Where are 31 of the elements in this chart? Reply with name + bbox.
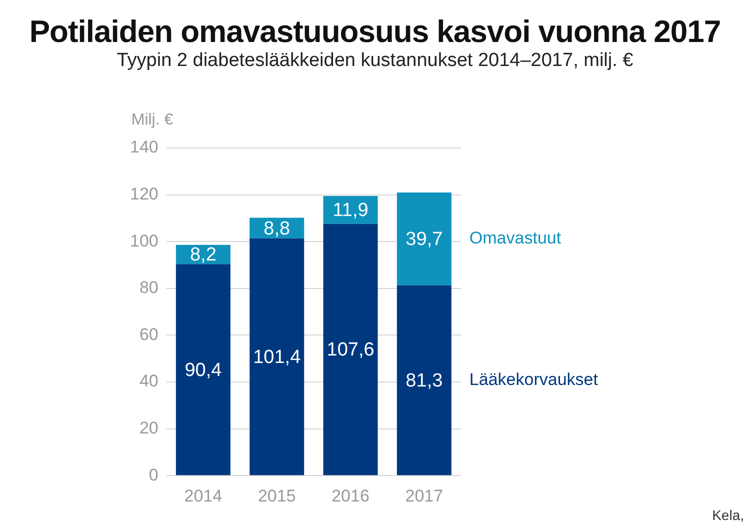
bar: [250, 238, 304, 476]
data-label: 8,2: [190, 244, 216, 266]
y-tick-label: 140: [130, 138, 158, 157]
bar: [323, 224, 378, 476]
series-label: Lääkekorvaukset: [469, 370, 598, 389]
y-tick-label: 0: [148, 465, 158, 484]
y-tick-label: 100: [130, 231, 158, 250]
data-label: 8,8: [264, 218, 290, 240]
data-label: 81,3: [406, 370, 443, 392]
y-tick-label: 80: [139, 278, 158, 298]
x-tick-label: 2014: [184, 486, 222, 506]
series-label: Omavastuut: [469, 228, 562, 248]
chart-subtitle: Tyypin 2 diabeteslääkkeiden kustannukset 2014–2017, milj. €: [116, 50, 634, 73]
y-tick-label: 20: [139, 418, 158, 438]
text: Kela,: [712, 506, 744, 523]
data-label: 90,4: [184, 360, 222, 381]
y-tick-label: 60: [139, 324, 158, 344]
data-label: 11,9: [332, 200, 368, 222]
x-tick-label: 2017: [405, 486, 444, 506]
y-tick-label: 120: [130, 184, 158, 204]
data-label: 39,7: [406, 229, 443, 250]
y-tick-label: 40: [139, 372, 158, 391]
x-tick-label: 2015: [258, 486, 296, 506]
x-tick-label: 2016: [332, 486, 370, 506]
y-axis-title: Milj. €: [131, 111, 174, 128]
bar: [176, 264, 230, 476]
bar: [396, 192, 452, 286]
data-label: 107,6: [326, 340, 374, 361]
chart-title: Potilaiden omavastuuosuus kasvoi vuonna 2017: [28, 13, 722, 50]
bar: [396, 285, 452, 476]
data-label: 101,4: [253, 346, 302, 368]
